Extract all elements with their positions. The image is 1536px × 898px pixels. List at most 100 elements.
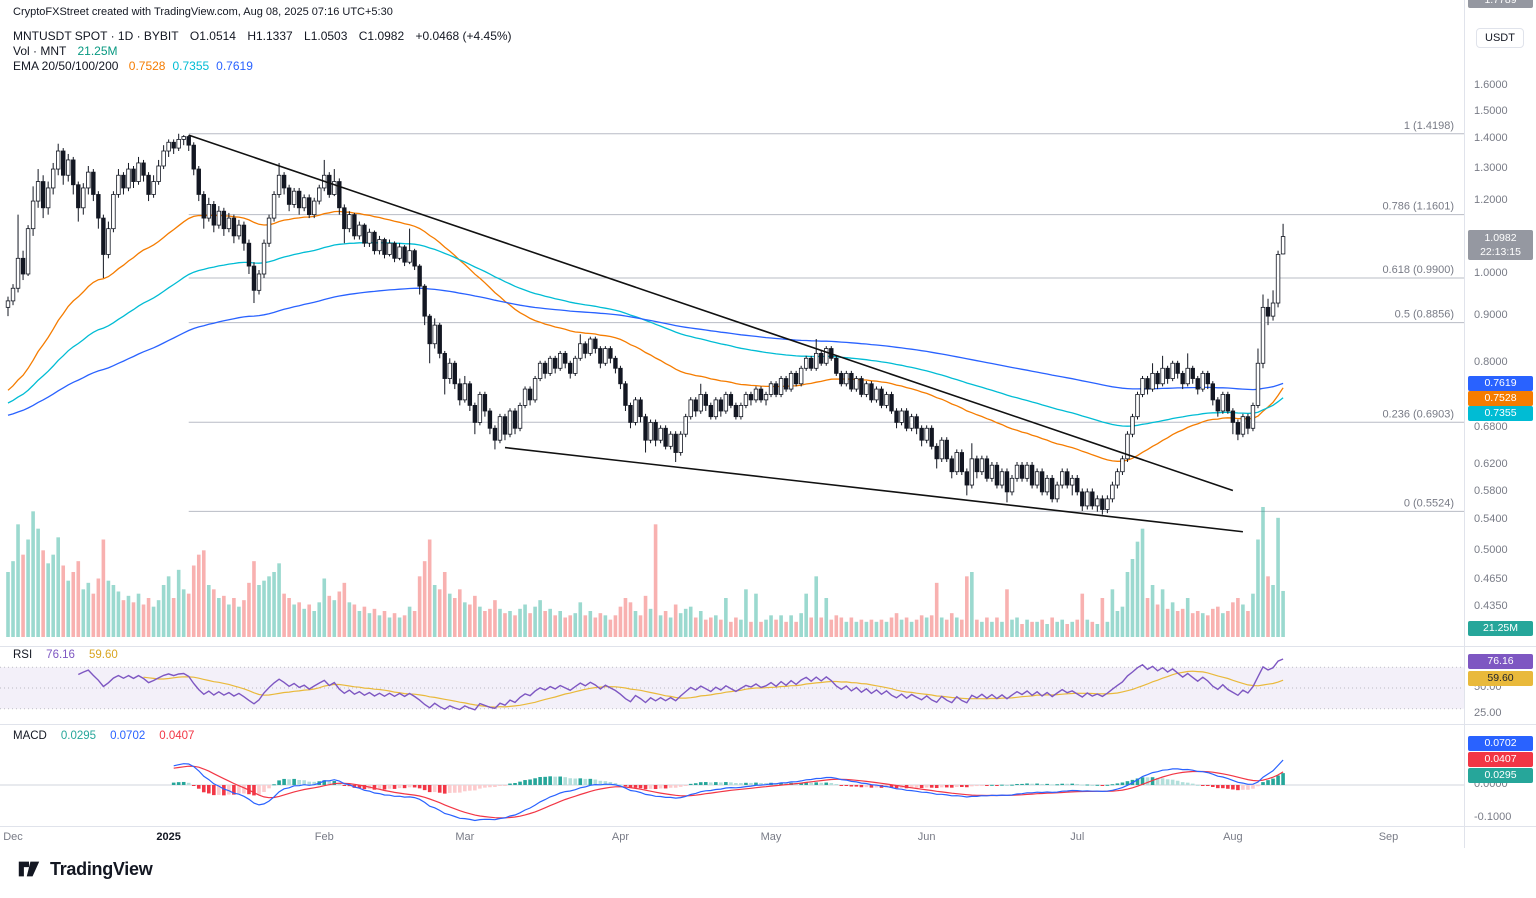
macd-values: 0.0295 0.0702 0.0407 [54, 730, 202, 742]
legend-value: 76.16 [46, 649, 75, 661]
legend-value: 0.7355 [172, 59, 210, 73]
symbol-row: MNTUSDT SPOT · 1D · BYBIT O1.0514 H1.133… [13, 29, 512, 43]
trendlines-layer [188, 134, 1244, 533]
fib-level-label: 0.236 (0.6903) [1382, 408, 1454, 420]
tradingview-logo[interactable]: TradingView [16, 856, 153, 882]
price-tick-label: 0.8000 [1474, 356, 1508, 369]
price-tick-label: 0.5800 [1474, 484, 1508, 497]
legend-value: 0.0702 [110, 730, 146, 742]
price-tick-label: 0.5000 [1474, 544, 1508, 557]
candles-layer [5, 133, 1286, 515]
pane-separator-macd [0, 724, 1536, 725]
close-value: C1.0982 [358, 29, 405, 43]
price-tick-label: 0.5400 [1474, 513, 1508, 526]
rsi-tick-label: 25.00 [1474, 707, 1502, 719]
chart-legend: MNTUSDT SPOT · 1D · BYBIT O1.0514 H1.133… [13, 29, 512, 74]
fib-level-label: 0.786 (1.1601) [1382, 201, 1454, 213]
bar-countdown: 22:13:15 [1480, 245, 1521, 258]
macd-signal-line [173, 765, 1284, 819]
time-axis-label: Aug [1223, 831, 1243, 843]
time-axis-label: Feb [314, 831, 334, 843]
open-value: O1.0514 [189, 29, 236, 43]
volume-row: Vol · MNT 21.25M [13, 44, 512, 58]
macd-value-badge: 0.0295 [1468, 768, 1533, 784]
legend-value: 59.60 [88, 649, 118, 661]
low-value: L1.0503 [304, 29, 348, 43]
ema-100-line [7, 241, 1284, 427]
price-tick-label: 1.4000 [1474, 132, 1508, 145]
price-tick-label: 1.3000 [1474, 162, 1508, 175]
fib-level-label: 0.5 (0.8856) [1395, 309, 1454, 321]
change-value: +0.0468 (+4.45%) [415, 29, 512, 43]
rsi-pane-layer [0, 658, 1464, 711]
tradingview-logo-text: TradingView [50, 858, 153, 879]
volume-label: Vol · MNT [13, 44, 67, 58]
rsi-label: RSI [13, 649, 33, 661]
macd-value-badge: 0.0702 [1468, 736, 1533, 752]
ema-label: EMA 20/50/100/200 [13, 59, 119, 73]
trendline[interactable] [188, 134, 1234, 492]
macd-label: MACD [13, 730, 47, 742]
rsi-values: 76.16 59.60 [39, 649, 125, 661]
price-tick-label: 1.6000 [1474, 79, 1508, 91]
rsi-ma-line [143, 670, 1284, 708]
price-tick-label: 0.6800 [1474, 421, 1508, 434]
time-axis-label: May [760, 831, 782, 843]
rsi-line [77, 658, 1284, 711]
legend-value: 0.7528 [128, 59, 166, 73]
tradingview-logo-icon [18, 861, 40, 877]
ema-value-badge: 0.7355 [1468, 405, 1533, 421]
price-tick-label: 0.4350 [1474, 599, 1508, 612]
symbol-title[interactable]: MNTUSDT SPOT · 1D · BYBIT [13, 29, 179, 43]
time-axis-label: Jul [1070, 831, 1085, 843]
rsi-value-badge: 76.16 [1468, 653, 1533, 669]
chart-plot-area[interactable]: 1 (1.4198) 0.786 (1.1601) 0.618 (0.9900) 0.… [0, 0, 1464, 848]
macd-value-badge: 0.0407 [1468, 752, 1533, 768]
price-axis[interactable]: USDT 1.6000 1.5000 1.4000 1.3000 1.2000 1.000… [1464, 0, 1536, 848]
time-axis-label: 2025 [156, 831, 181, 843]
volume-value: 21.25M [77, 44, 118, 58]
legend-value: 0.0407 [159, 730, 195, 742]
price-tick-label: 0.4650 [1474, 573, 1508, 586]
high-value: H1.1337 [247, 29, 293, 43]
macd-legend: MACD 0.0295 0.0702 0.0407 [13, 730, 208, 742]
price-tick-label: 0.9000 [1474, 309, 1508, 322]
price-tick-label: 0.6200 [1474, 458, 1508, 471]
ema-row: EMA 20/50/100/200 0.7528 0.7355 0.7619 [13, 59, 512, 73]
rsi-legend: RSI 76.16 59.60 [13, 649, 132, 661]
pane-separator-rsi [0, 646, 1536, 647]
ema-200-line [7, 287, 1284, 416]
legend-value: 0.0295 [60, 730, 97, 742]
time-axis[interactable]: Dec 2025 Feb Mar Apr May Jun Jul Aug Sep [0, 826, 1464, 848]
attribution-text: CryptoFXStreet created with TradingView.… [13, 6, 393, 18]
trendline[interactable] [504, 446, 1244, 533]
rsi-value-badge: 59.60 [1468, 671, 1533, 687]
volume-value-badge: 21.25M [1468, 621, 1533, 636]
pane-separator-timeaxis [0, 826, 1536, 827]
volume-layer [6, 506, 1285, 637]
price-tick-label: 1.2000 [1474, 194, 1508, 207]
current-price-value: 1.0982 [1484, 231, 1517, 244]
time-axis-label: Jun [917, 831, 936, 843]
price-tick-label: 1.5000 [1474, 104, 1508, 117]
partial-price-level-badge: 1.7789 [1468, 0, 1533, 8]
time-axis-label: Dec [3, 831, 23, 843]
ema-values: 0.7528 0.7355 0.7619 [122, 59, 253, 73]
current-price-badge: 1.0982 22:13:15 [1468, 229, 1533, 260]
price-tick-label: 1.0000 [1474, 267, 1508, 279]
ema-value-badge: 0.7619 [1468, 375, 1533, 391]
time-axis-label: Mar [455, 831, 475, 843]
macd-pane-layer [0, 759, 1464, 822]
ema-value-badge: 0.7528 [1468, 390, 1533, 406]
fib-level-label: 0.618 (0.9900) [1382, 264, 1454, 276]
fib-level-label: 0 (0.5524) [1404, 497, 1454, 509]
fib-retracement-layer: 1 (1.4198) 0.786 (1.1601) 0.618 (0.9900) 0.… [188, 120, 1464, 512]
time-axis-label: Apr [611, 831, 629, 843]
time-axis-label: Sep [1378, 831, 1399, 843]
currency-toggle-button[interactable]: USDT [1476, 28, 1524, 48]
fib-level-label: 1 (1.4198) [1404, 120, 1454, 132]
legend-value: 0.7619 [216, 59, 253, 73]
macd-tick-label: -0.1000 [1474, 811, 1512, 823]
macd-line [173, 759, 1284, 822]
